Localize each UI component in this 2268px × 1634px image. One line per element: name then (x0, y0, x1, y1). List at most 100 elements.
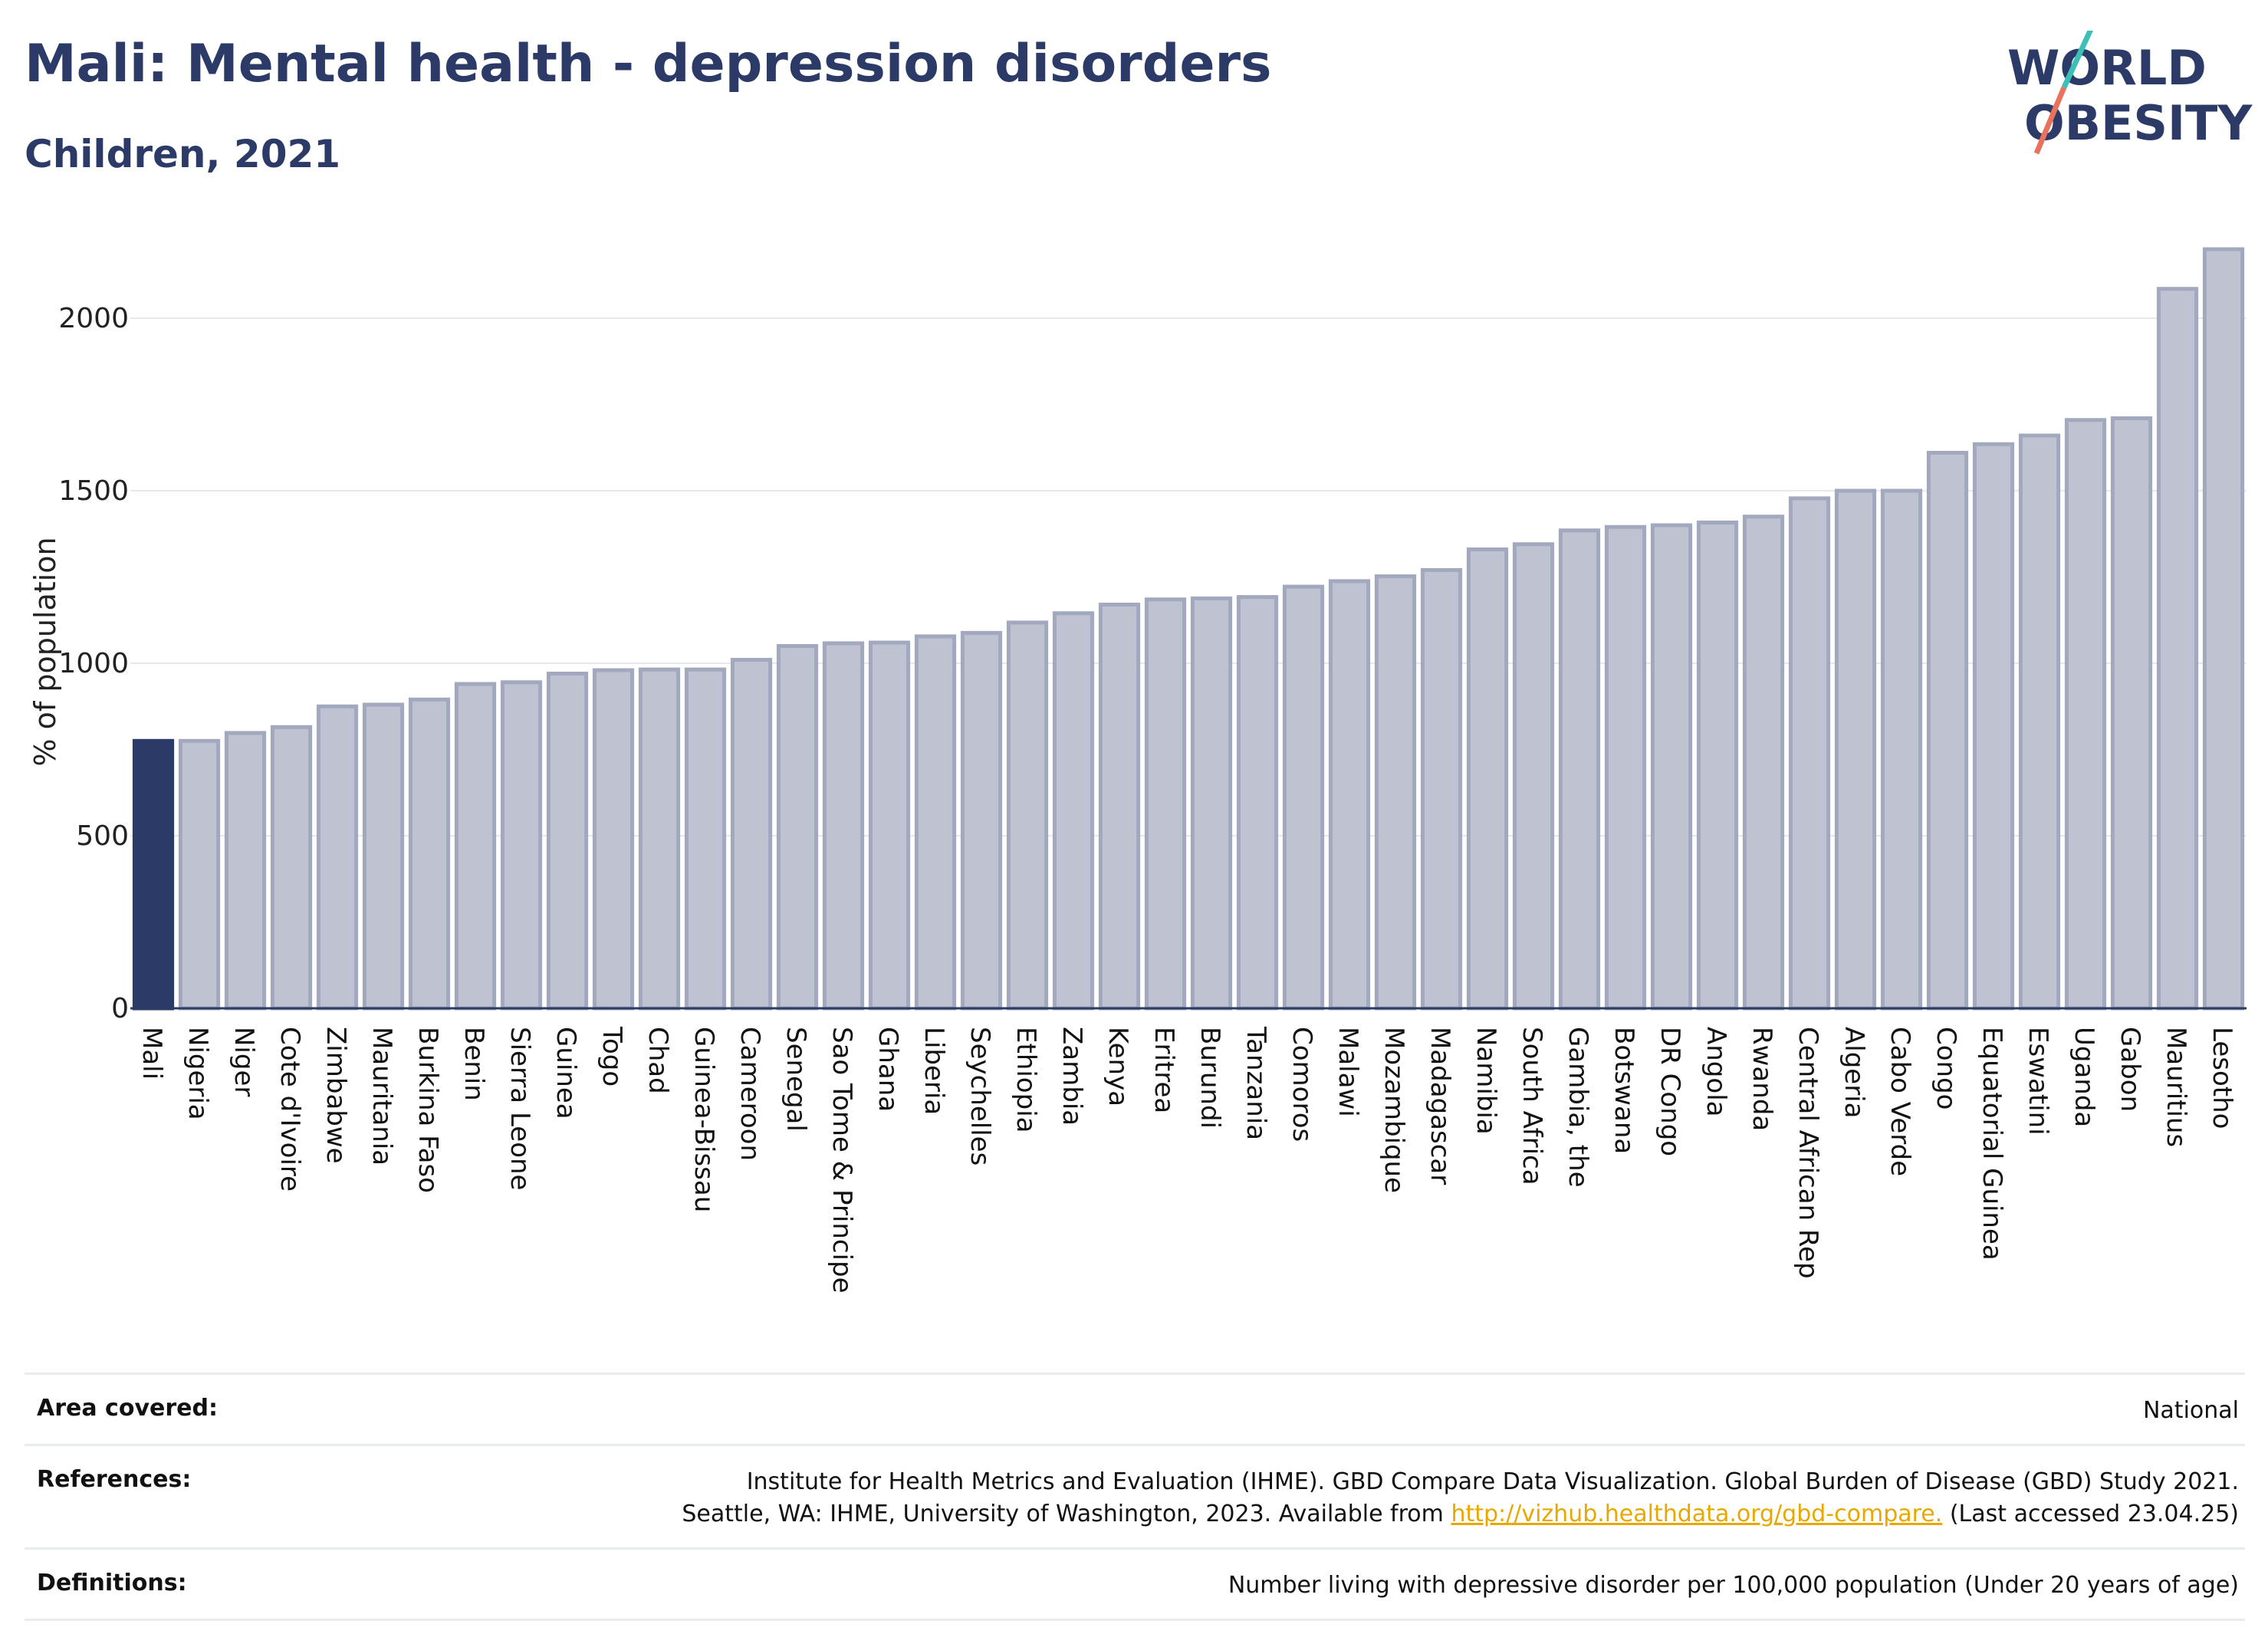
bar (684, 667, 727, 1011)
x-tick-label: Burundi (1195, 1027, 1225, 1129)
x-tick-label: Chad (643, 1027, 673, 1094)
x-tick-label: Zimbabwe (320, 1027, 351, 1164)
logo-slash-teal (2061, 31, 2094, 89)
bar (1466, 547, 1509, 1011)
logo-slash-coral (2033, 86, 2067, 155)
x-tick-label: Kenya (1103, 1027, 1133, 1106)
area-covered-value: National (2142, 1397, 2239, 1424)
x-tick-label: Sao Tome & Principe (827, 1027, 857, 1294)
references-row: References: Institute for Health Metrics… (25, 1444, 2245, 1547)
bar-highlight (132, 738, 175, 1011)
bar (638, 667, 681, 1011)
bar (362, 702, 405, 1011)
x-tick-label: Eswatini (2023, 1027, 2053, 1136)
x-tick-label: Congo (1931, 1027, 1961, 1110)
definitions-label: Definitions: (37, 1570, 187, 1596)
x-tick-label: Mauritania (366, 1027, 397, 1165)
x-tick-label: DR Congo (1655, 1027, 1685, 1156)
bar (1650, 523, 1693, 1011)
y-axis-label: % of population (28, 537, 62, 766)
x-tick-label: Togo (597, 1026, 627, 1087)
x-tick-label: Liberia (919, 1027, 949, 1115)
bar (1190, 596, 1233, 1011)
bar (500, 680, 543, 1011)
bar (2018, 433, 2061, 1011)
x-tick-label: Seychelles (965, 1027, 995, 1165)
bars (132, 247, 2245, 1011)
bar (868, 640, 911, 1011)
bar (1420, 568, 1463, 1011)
x-tick-label: Eritrea (1149, 1027, 1179, 1113)
bar (1098, 603, 1141, 1011)
bar (2202, 247, 2245, 1011)
x-tick-label: Ghana (873, 1027, 903, 1112)
logo-line-2: OBESITY (2024, 95, 2253, 151)
footer-table: Area covered: National References: Insti… (25, 1373, 2245, 1621)
bar (1052, 611, 1095, 1011)
bar (1006, 620, 1049, 1011)
logo-line-1: WORLD (2007, 40, 2207, 96)
bar (822, 641, 865, 1011)
bar (1328, 579, 1371, 1011)
x-tick-label: Niger (228, 1027, 259, 1096)
bar (224, 731, 267, 1011)
x-tick-label: Guinea-Bissau (689, 1027, 719, 1212)
x-tick-label: Algeria (1839, 1027, 1869, 1118)
world-obesity-logo: WORLD OBESITY (2007, 31, 2253, 155)
bar (1972, 442, 2015, 1011)
y-tick-label: 1500 (58, 475, 129, 507)
bar (1604, 524, 1647, 1011)
bar (2064, 418, 2107, 1011)
y-tick-label: 0 (111, 993, 129, 1024)
x-tick-label: Mozambique (1379, 1027, 1409, 1193)
x-tick-label: Sierra Leone (505, 1027, 535, 1190)
y-tick-label: 500 (76, 820, 129, 852)
references-value: Institute for Health Metrics and Evaluat… (682, 1466, 2245, 1530)
bar (776, 644, 819, 1011)
bar (1512, 542, 1555, 1011)
bar (592, 668, 635, 1011)
bar (1834, 488, 1877, 1011)
bar (1144, 597, 1187, 1011)
references-line-2-pre: Seattle, WA: IHME, University of Washing… (682, 1501, 1444, 1527)
x-tick-label: Zambia (1057, 1027, 1087, 1126)
bar (1236, 595, 1279, 1011)
x-tick-label: Madagascar (1425, 1027, 1455, 1185)
y-tick-label: 2000 (58, 303, 129, 334)
x-tick-label: Ethiopia (1011, 1027, 1041, 1133)
x-tick-label: Mali (136, 1027, 167, 1080)
bar-chart: 0 500 1000 1500 2000 % of population Mali Niger… (28, 247, 2247, 1294)
x-tick-label: Nigeria (182, 1027, 213, 1120)
x-tick-label: Rwanda (1747, 1027, 1777, 1131)
bar (1374, 574, 1417, 1011)
x-tick-label: Uganda (2069, 1027, 2099, 1127)
bar (454, 682, 497, 1011)
definitions-row: Definitions: Number living with depressi… (25, 1547, 2245, 1621)
x-tick-label: Gabon (2115, 1027, 2145, 1112)
x-tick-label: Botswana (1609, 1027, 1639, 1154)
x-tick-label: Malawi (1333, 1027, 1363, 1117)
x-tick-label: Guinea (551, 1027, 581, 1119)
x-tick-label: Central African Rep (1793, 1027, 1823, 1279)
x-tick-label: Benin (459, 1027, 489, 1101)
bar (1282, 584, 1325, 1011)
x-tick-label: Cameroon (735, 1027, 765, 1161)
bar (1880, 488, 1923, 1011)
chart-subtitle: Children, 2021 (25, 132, 341, 176)
y-tick-label: 1000 (58, 648, 129, 679)
x-tick-label: Angola (1701, 1027, 1731, 1116)
x-tick-label: South Africa (1517, 1027, 1547, 1185)
definitions-value: Number living with depressive disorder p… (1228, 1572, 2239, 1599)
bar (1926, 451, 1969, 1011)
references-link[interactable]: http://vizhub.healthdata.org/gbd-compare… (1451, 1501, 1943, 1527)
bar (2110, 416, 2153, 1011)
x-tick-label: Equatorial Guinea (1977, 1027, 2007, 1261)
bar (1696, 520, 1739, 1011)
x-tick-label: Senegal (781, 1027, 811, 1132)
references-line-1: Institute for Health Metrics and Evaluat… (746, 1468, 2239, 1495)
x-tick-label: Gambia, the (1563, 1027, 1593, 1188)
references-line-2-post: (Last accessed 23.04.25) (1949, 1501, 2239, 1527)
x-tick-label: Burkina Faso (413, 1027, 443, 1193)
axes: 0 500 1000 1500 2000 % of population Mali Niger… (28, 303, 2247, 1294)
bar (914, 634, 957, 1011)
